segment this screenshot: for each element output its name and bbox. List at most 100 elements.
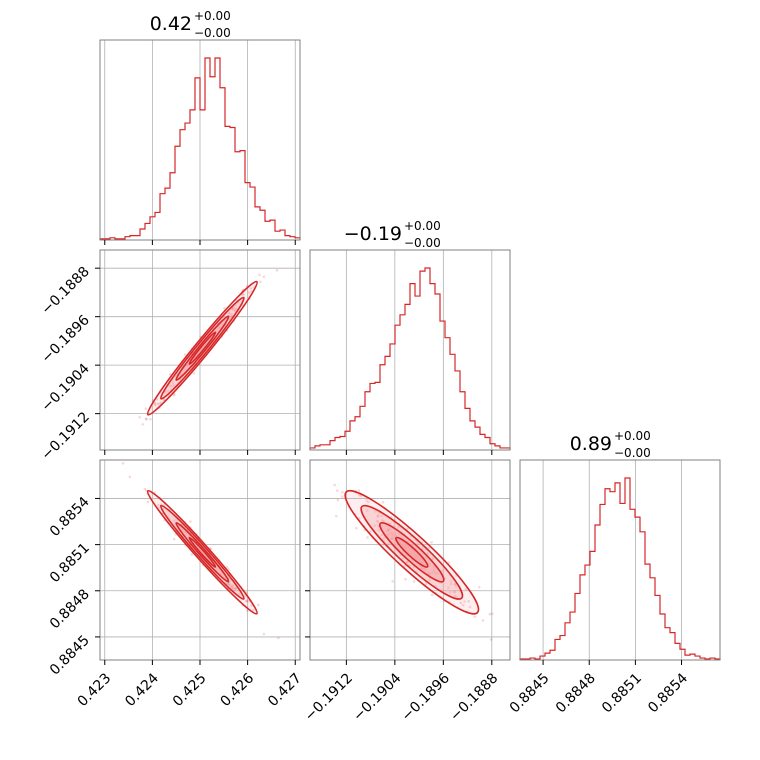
sample-point bbox=[250, 604, 253, 607]
sample-point bbox=[192, 372, 196, 375]
sample-point bbox=[397, 525, 400, 529]
sample-point bbox=[516, 632, 519, 635]
sample-point bbox=[262, 275, 266, 278]
sample-point bbox=[249, 286, 253, 290]
sample-point bbox=[138, 415, 141, 419]
sample-point bbox=[235, 307, 238, 311]
sample-point bbox=[375, 519, 379, 523]
contour-level-3 bbox=[395, 536, 429, 568]
title-plus-0: +0.00 bbox=[194, 9, 231, 23]
x-tick-label-2-3: 0.8854 bbox=[645, 670, 691, 716]
title-plus-2: +0.00 bbox=[614, 429, 651, 443]
sample-point bbox=[226, 582, 229, 585]
panel-contents bbox=[121, 462, 280, 640]
sample-point bbox=[233, 307, 236, 310]
y-tick-label-1-1: −0.1904 bbox=[39, 361, 93, 415]
sample-point bbox=[453, 594, 457, 598]
sample-point bbox=[404, 577, 407, 581]
sample-point bbox=[153, 401, 157, 405]
y-tick-label-1-2: −0.1896 bbox=[39, 312, 93, 366]
y-tick-label-1-3: −0.1888 bbox=[39, 264, 93, 318]
histogram-line bbox=[519, 477, 721, 660]
sample-point bbox=[172, 394, 176, 397]
sample-point bbox=[233, 587, 237, 590]
panel-contents bbox=[106, 268, 279, 458]
sample-point bbox=[153, 402, 157, 406]
sample-point bbox=[246, 599, 250, 603]
x-tick-label-0-4: 0.427 bbox=[265, 670, 305, 710]
sample-point bbox=[355, 526, 358, 530]
sample-point bbox=[382, 519, 385, 523]
sample-point bbox=[452, 590, 456, 594]
sample-point bbox=[144, 417, 148, 421]
panel-background bbox=[310, 250, 510, 450]
sample-point bbox=[246, 609, 249, 612]
sample-point bbox=[421, 547, 424, 551]
scatter-panel-2-0 bbox=[99, 459, 301, 661]
sample-point bbox=[226, 582, 230, 586]
histogram-panel-1 bbox=[309, 249, 511, 451]
panel-frame bbox=[519, 459, 721, 661]
sample-point bbox=[168, 384, 172, 387]
sample-point bbox=[391, 580, 394, 583]
sample-point bbox=[155, 397, 159, 401]
sample-point bbox=[173, 522, 177, 525]
sample-point bbox=[388, 522, 392, 525]
histogram-panel-0 bbox=[99, 39, 301, 241]
sample-point bbox=[172, 519, 175, 523]
sample-point bbox=[231, 585, 234, 589]
sample-point bbox=[223, 307, 226, 310]
sample-point bbox=[427, 546, 431, 550]
sample-point bbox=[357, 489, 361, 492]
sample-point bbox=[336, 498, 340, 502]
sample-point bbox=[172, 537, 176, 541]
histogram-line bbox=[309, 267, 511, 450]
sample-point bbox=[490, 612, 494, 615]
sample-point bbox=[154, 404, 157, 407]
x-tick-label-0-2: 0.425 bbox=[170, 670, 210, 710]
sample-point bbox=[341, 490, 344, 494]
panel-contents bbox=[315, 460, 519, 641]
sample-point bbox=[241, 293, 244, 297]
sample-point bbox=[463, 600, 466, 603]
sample-point bbox=[231, 306, 235, 310]
sample-point bbox=[377, 512, 381, 515]
contour-level-3 bbox=[188, 536, 217, 568]
sample-point bbox=[417, 542, 420, 545]
sample-point bbox=[237, 592, 241, 596]
sample-point bbox=[461, 603, 465, 607]
sample-point bbox=[234, 304, 238, 307]
sample-point bbox=[369, 530, 372, 533]
sample-point bbox=[365, 499, 368, 502]
panel-frame bbox=[309, 249, 511, 451]
sample-point bbox=[146, 500, 150, 504]
sample-point bbox=[412, 580, 416, 583]
sample-point bbox=[365, 509, 369, 512]
sample-point bbox=[228, 312, 232, 316]
sample-point bbox=[381, 500, 385, 504]
sample-point bbox=[258, 273, 261, 277]
title-value-1: −0.19 bbox=[344, 223, 402, 245]
sample-point bbox=[383, 536, 386, 539]
title-value-2: 0.89 bbox=[570, 433, 612, 455]
sample-point bbox=[488, 612, 492, 616]
title-minus-2: −0.00 bbox=[614, 446, 651, 460]
sample-point bbox=[121, 462, 125, 465]
sample-point bbox=[335, 489, 339, 492]
sample-point bbox=[189, 520, 192, 523]
histogram-line bbox=[99, 57, 301, 240]
sample-point bbox=[367, 500, 370, 504]
sample-point bbox=[106, 455, 109, 458]
sample-point bbox=[171, 380, 175, 384]
sample-point bbox=[447, 586, 450, 589]
sample-point bbox=[489, 638, 493, 641]
sample-point bbox=[376, 520, 380, 524]
sample-point bbox=[234, 587, 238, 591]
title-minus-0: −0.00 bbox=[194, 26, 231, 40]
sample-point bbox=[387, 543, 390, 546]
sample-point bbox=[366, 536, 369, 539]
sample-point bbox=[380, 533, 384, 537]
x-tick-label-1-0: −0.1912 bbox=[302, 670, 356, 724]
sample-point bbox=[430, 541, 433, 544]
